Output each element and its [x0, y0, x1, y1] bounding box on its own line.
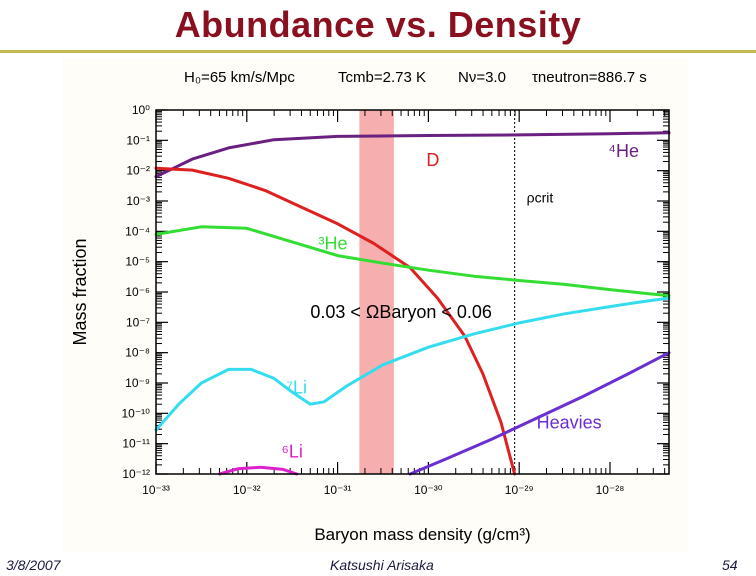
series-label-³He: ³He — [319, 234, 348, 254]
header-tau: τneutron=886.7 s — [532, 69, 647, 86]
series-line-⁷Li — [154, 296, 671, 432]
x-tick-label: 10⁻²⁸ — [596, 483, 625, 497]
plot-frame — [155, 109, 670, 475]
rho-crit-label: ρcrit — [527, 190, 554, 206]
plot-area — [156, 110, 669, 474]
y-tick-label: 10⁻⁴ — [125, 224, 150, 238]
page-number: 54 — [722, 557, 738, 573]
baryon-density-band — [359, 110, 394, 474]
series-label-⁴He: ⁴He — [608, 141, 639, 161]
y-tick-label: 10⁻⁹ — [125, 376, 150, 390]
chart-panel: 10⁰ 10⁻¹ 10⁻² 10⁻³ 10⁻⁴ 10⁻⁵ 10⁻⁶ 10⁻⁷ 10⁻⁸ 10⁻⁹ 1… — [62, 58, 688, 552]
series-label-⁶Li: ⁶Li — [281, 441, 302, 461]
x-axis-title: Baryon mass density (g/cm³) — [314, 525, 530, 544]
series-line-Heavies — [408, 351, 671, 476]
y-tick-label: 10⁻¹ — [126, 133, 150, 147]
y-tick-label: 10⁰ — [132, 103, 150, 117]
series-line-⁶Li — [218, 465, 299, 476]
footer-author: Katsushi Arisaka — [330, 557, 434, 573]
y-tick-label: 10⁻⁸ — [125, 346, 150, 360]
series-label-D: D — [426, 150, 439, 170]
x-tick-label: 10⁻²⁹ — [505, 483, 534, 497]
y-tick-label: 10⁻¹¹ — [122, 437, 150, 451]
header-nnu: Nν=3.0 — [458, 69, 506, 86]
header-h0: H₀=65 km/s/Mpc — [184, 69, 295, 86]
x-tick-label: 10⁻³¹ — [324, 483, 352, 497]
y-tick-label: 10⁻⁷ — [126, 315, 150, 329]
series-label-Heavies: Heavies — [537, 413, 602, 433]
y-tick-label: 10⁻¹⁰ — [122, 406, 151, 420]
series-line-⁴He — [154, 131, 671, 179]
y-tick-label: 10⁻⁵ — [125, 255, 150, 269]
footer-date: 3/8/2007 — [6, 557, 61, 573]
abundance-chart: 10⁰ 10⁻¹ 10⁻² 10⁻³ 10⁻⁴ 10⁻⁵ 10⁻⁶ 10⁻⁷ 10⁻⁸ 10⁻⁹ 1… — [70, 69, 671, 544]
y-tick-label: 10⁻¹² — [122, 467, 150, 481]
x-tick-label: 10⁻³³ — [142, 483, 170, 497]
x-tick-label: 10⁻³² — [233, 483, 261, 497]
omega-baryon-annotation: 0.03 < ΩBaryon < 0.06 — [310, 302, 492, 322]
y-tick-label: 10⁻³ — [126, 194, 150, 208]
x-tick-label: 10⁻³⁰ — [414, 483, 443, 497]
title-divider — [0, 50, 756, 53]
y-tick-label: 10⁻⁶ — [125, 285, 150, 299]
series-line-³He — [154, 225, 671, 298]
series-label-⁷Li: ⁷Li — [286, 378, 307, 398]
series-line-D — [154, 166, 517, 476]
y-axis-title: Mass fraction — [70, 238, 90, 345]
y-tick-label: 10⁻² — [126, 164, 150, 178]
header-tcmb: Tcmb=2.73 K — [338, 69, 426, 86]
slide-title: Abundance vs. Density — [174, 4, 582, 45]
